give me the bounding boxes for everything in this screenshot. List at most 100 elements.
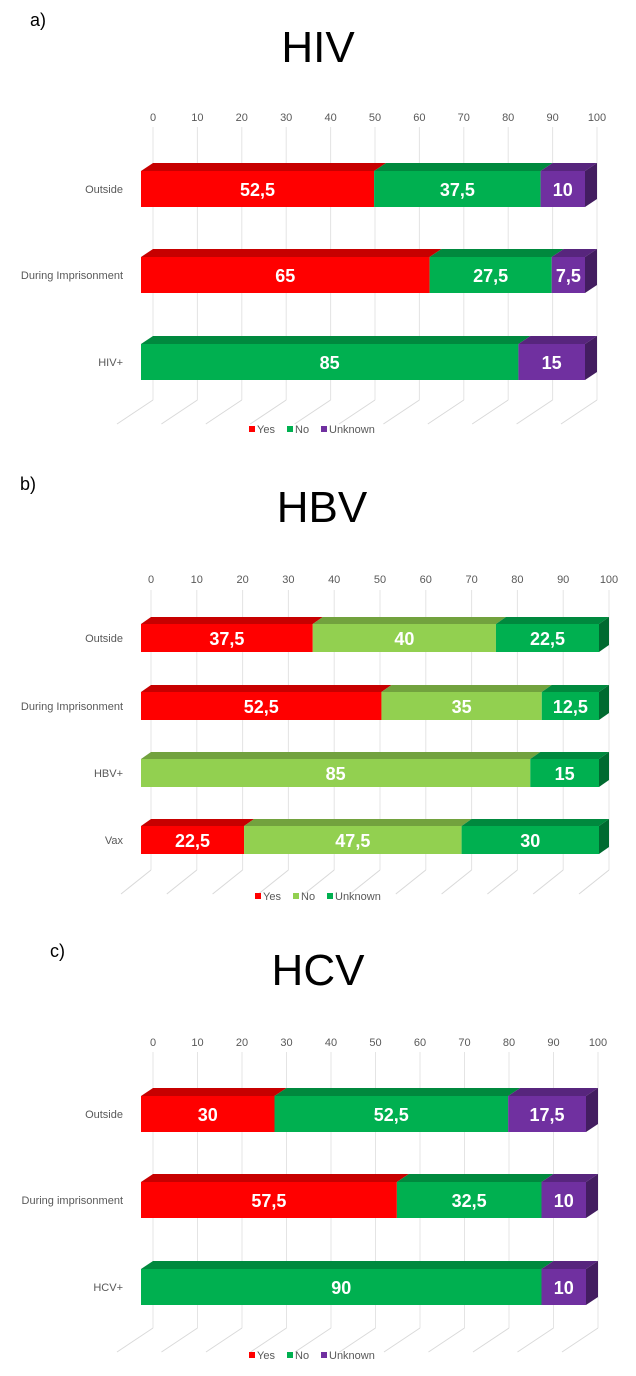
x-tick-label: 70 xyxy=(458,1037,470,1049)
bar-side xyxy=(599,617,609,652)
bar-no xyxy=(141,344,519,380)
floor-gridline xyxy=(532,869,564,895)
data-label: 10 xyxy=(554,1278,574,1298)
chart-panel-1: a) HIV 0 10 20 30 40 50 60 70 80 90 100 Outside 52,5 37… xyxy=(21,10,606,436)
bar-no xyxy=(312,624,496,652)
bar-unknown xyxy=(508,1096,586,1132)
floor-gridline xyxy=(166,869,198,895)
category-label: During Imprisonment xyxy=(21,270,123,282)
bar-top-unknown xyxy=(540,163,597,171)
bar-no xyxy=(141,759,531,787)
x-tick-label: 60 xyxy=(414,1037,426,1049)
floor-gridline xyxy=(161,1327,198,1353)
x-tick-label: 90 xyxy=(547,1037,559,1049)
floor-gridline xyxy=(161,399,198,425)
x-tick-label: 100 xyxy=(588,112,606,124)
bar-top-no xyxy=(141,752,541,759)
bar-top-yes xyxy=(141,1088,287,1096)
bar-top-yes xyxy=(141,685,392,692)
x-tick-label: 30 xyxy=(280,1037,292,1049)
x-tick-label: 30 xyxy=(280,112,292,124)
floor-gridline xyxy=(441,869,472,895)
x-tick-label: 10 xyxy=(191,1037,203,1049)
bar-top-no xyxy=(374,163,553,171)
bar-unknown xyxy=(541,692,599,720)
bar-top-unknown xyxy=(508,1088,598,1096)
bar-no xyxy=(141,1269,542,1305)
floor-gridline xyxy=(250,1327,287,1353)
data-label: 32,5 xyxy=(452,1191,487,1211)
data-label: 15 xyxy=(542,353,562,373)
x-tick-label: 40 xyxy=(325,1037,337,1049)
data-label: 10 xyxy=(553,180,573,200)
bar-top-no xyxy=(274,1088,521,1096)
legend-label: Yes xyxy=(263,891,281,903)
floor-gridline xyxy=(578,869,610,895)
bar-unknown xyxy=(551,257,585,293)
bar-unknown xyxy=(540,171,585,207)
x-tick-label: 80 xyxy=(503,1037,515,1049)
data-label: 52,5 xyxy=(374,1105,409,1125)
x-tick-label: 50 xyxy=(374,574,386,586)
legend-swatch xyxy=(321,1352,327,1358)
x-tick-label: 20 xyxy=(236,574,248,586)
bar-top-unknown xyxy=(541,685,609,692)
bar-side xyxy=(599,685,609,720)
legend-label: No xyxy=(301,891,315,903)
bar-yes xyxy=(141,257,430,293)
legend-swatch xyxy=(287,1352,293,1358)
bar-unknown xyxy=(541,1182,586,1218)
bar-no xyxy=(429,257,552,293)
bar-no xyxy=(381,692,542,720)
data-label: 65 xyxy=(275,266,295,286)
floor-gridline xyxy=(383,399,420,425)
legend-swatch xyxy=(249,426,255,432)
bar-yes xyxy=(141,624,313,652)
data-label: 10 xyxy=(554,1191,574,1211)
bar-top-yes xyxy=(141,163,387,171)
bar-side xyxy=(586,1088,598,1132)
x-tick-label: 50 xyxy=(369,112,381,124)
data-label: 52,5 xyxy=(240,180,275,200)
bar-yes xyxy=(141,692,382,720)
category-label: Outside xyxy=(85,184,123,196)
x-tick-label: 40 xyxy=(324,112,336,124)
data-label: 30 xyxy=(198,1105,218,1125)
floor-gridline xyxy=(395,869,427,895)
floor-gridline xyxy=(349,869,381,895)
bar-top-no xyxy=(396,1174,554,1182)
bar-top-yes xyxy=(141,819,255,826)
legend-label: Yes xyxy=(257,424,275,436)
legend-swatch xyxy=(249,1352,255,1358)
x-tick-label: 0 xyxy=(148,574,154,586)
bar-side xyxy=(585,249,597,293)
data-label: 17,5 xyxy=(530,1105,565,1125)
data-label: 27,5 xyxy=(473,266,508,286)
bar-top-unknown xyxy=(495,617,609,624)
floor-gridline xyxy=(517,1327,554,1353)
data-label: 37,5 xyxy=(209,629,244,649)
bar-unknown xyxy=(530,759,599,787)
data-label: 37,5 xyxy=(440,180,475,200)
x-tick-label: 100 xyxy=(600,574,618,586)
floor-gridline xyxy=(116,399,154,425)
category-label: HIV+ xyxy=(98,357,123,369)
floor-gridline xyxy=(249,399,287,425)
floor-gridline xyxy=(120,869,152,895)
bar-no xyxy=(396,1182,542,1218)
floor-gridline xyxy=(560,399,598,425)
data-label: 30 xyxy=(520,831,540,851)
bar-top-yes xyxy=(141,1174,409,1182)
bar-top-no xyxy=(381,685,552,692)
floor-gridline xyxy=(212,869,243,895)
floor-gridline xyxy=(205,1327,243,1353)
legend-label: Unknown xyxy=(329,424,375,436)
chart-panel-2: b) HBV 0 10 20 30 40 50 60 70 80 90 100 Outside 37,5 40… xyxy=(20,474,618,903)
category-label: Outside xyxy=(85,1109,123,1121)
x-tick-label: 60 xyxy=(420,574,432,586)
bar-yes xyxy=(141,171,375,207)
bar-unknown xyxy=(541,1269,586,1305)
x-tick-label: 80 xyxy=(502,112,514,124)
x-tick-label: 0 xyxy=(150,112,156,124)
